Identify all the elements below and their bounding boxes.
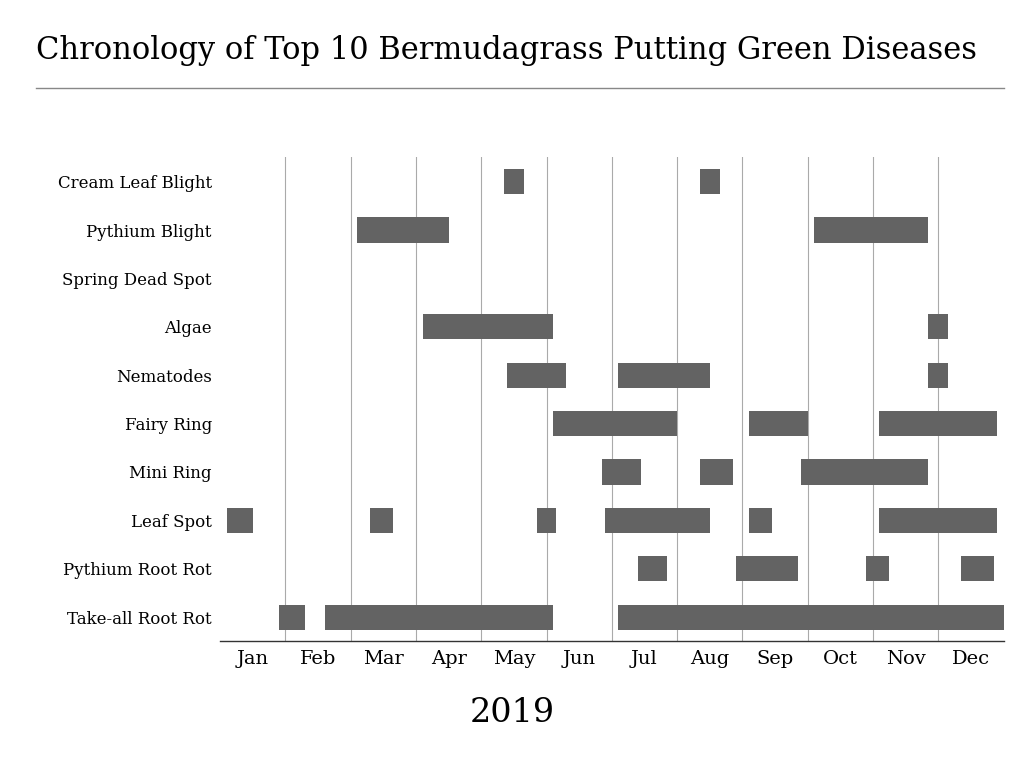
- Bar: [749, 508, 772, 533]
- Bar: [537, 508, 556, 533]
- Bar: [880, 508, 997, 533]
- Bar: [553, 411, 677, 436]
- Bar: [749, 411, 808, 436]
- Bar: [605, 508, 710, 533]
- Bar: [962, 556, 993, 581]
- Bar: [325, 604, 553, 630]
- Bar: [602, 459, 641, 485]
- Bar: [801, 459, 929, 485]
- Text: 2019: 2019: [469, 697, 555, 729]
- Bar: [736, 556, 798, 581]
- Bar: [700, 169, 720, 194]
- Bar: [814, 217, 929, 243]
- Bar: [638, 556, 668, 581]
- Bar: [504, 169, 523, 194]
- Bar: [700, 459, 732, 485]
- Bar: [880, 411, 997, 436]
- Bar: [371, 508, 393, 533]
- Bar: [866, 556, 889, 581]
- Bar: [929, 362, 948, 388]
- Bar: [423, 314, 553, 339]
- Bar: [508, 362, 566, 388]
- Text: Chronology of Top 10 Bermudagrass Putting Green Diseases: Chronology of Top 10 Bermudagrass Puttin…: [36, 35, 977, 65]
- Bar: [929, 314, 948, 339]
- Bar: [357, 217, 449, 243]
- Bar: [279, 604, 305, 630]
- Bar: [618, 362, 710, 388]
- Bar: [226, 508, 253, 533]
- Bar: [618, 604, 1004, 630]
